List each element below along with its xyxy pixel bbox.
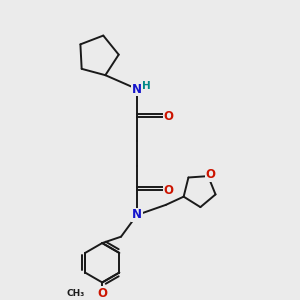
- Text: CH₃: CH₃: [67, 289, 85, 298]
- Text: O: O: [206, 168, 215, 181]
- Text: O: O: [164, 110, 174, 123]
- Text: O: O: [164, 184, 174, 197]
- Text: O: O: [97, 287, 107, 300]
- Text: N: N: [132, 208, 142, 221]
- Text: N: N: [132, 82, 142, 95]
- Text: H: H: [142, 80, 151, 91]
